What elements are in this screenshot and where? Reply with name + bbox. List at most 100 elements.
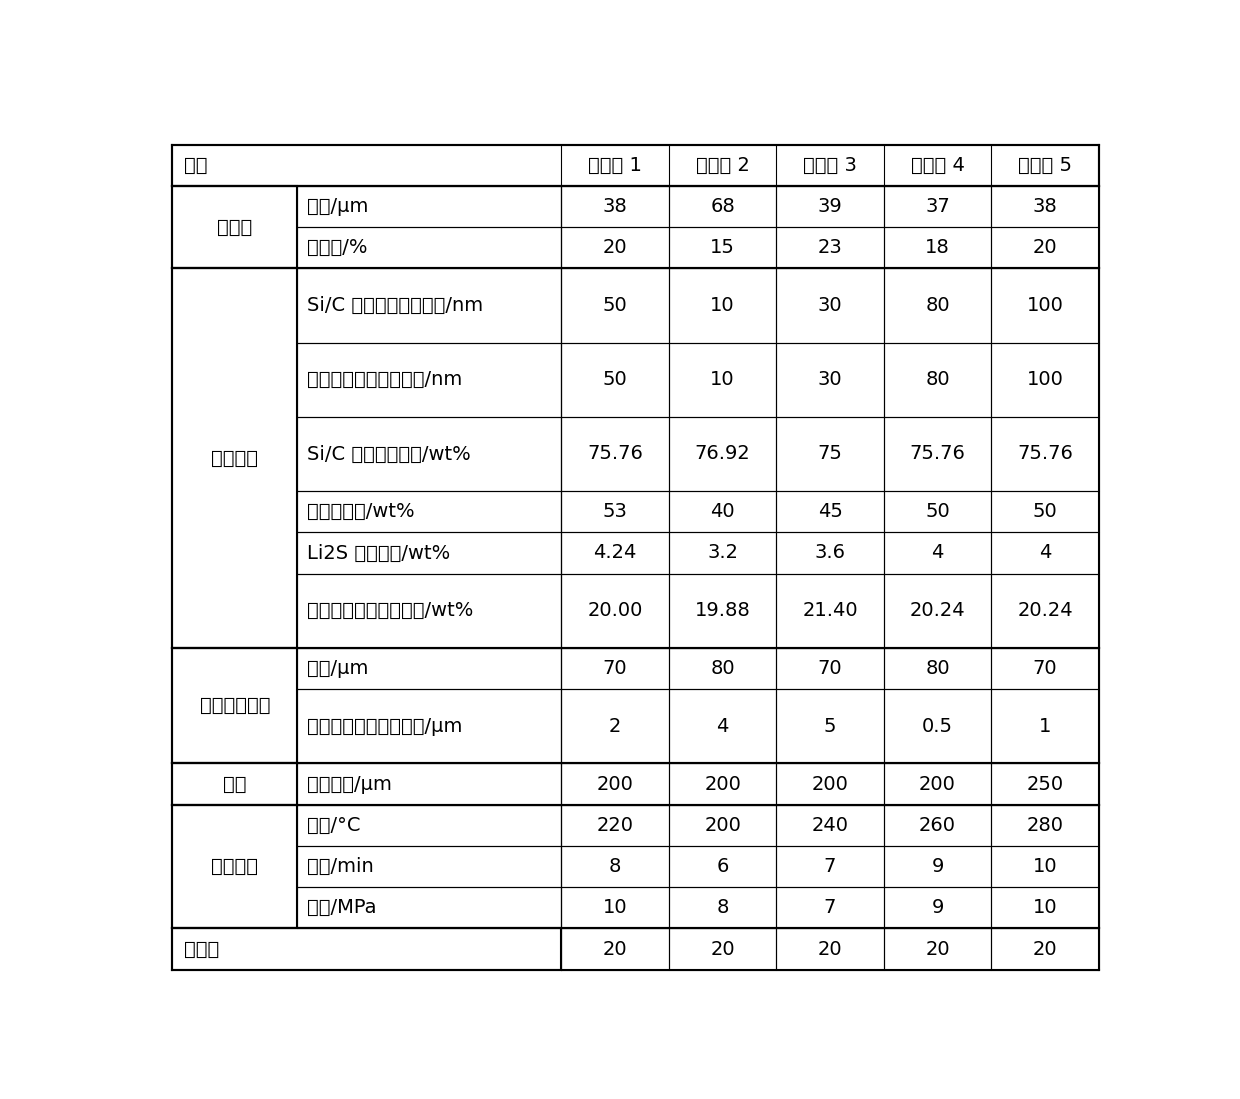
Text: 200: 200 [919, 775, 956, 793]
Bar [668, 532, 776, 574]
Bar [884, 417, 991, 491]
Bar [884, 532, 991, 574]
Bar [776, 648, 884, 689]
Bar [991, 764, 1099, 804]
Bar [562, 764, 668, 804]
Bar [172, 268, 298, 648]
Bar [668, 648, 776, 689]
Text: 9: 9 [931, 857, 944, 876]
Bar [991, 887, 1099, 929]
Text: 80: 80 [925, 296, 950, 315]
Text: 39: 39 [817, 197, 842, 217]
Bar [776, 764, 884, 804]
Text: 40: 40 [711, 502, 735, 521]
Text: 正极: 正极 [223, 775, 247, 793]
Text: 80: 80 [925, 370, 950, 389]
Text: 硅含量占比/wt%: 硅含量占比/wt% [308, 502, 414, 521]
Text: 4: 4 [717, 717, 729, 735]
Bar [991, 574, 1099, 648]
Bar [884, 887, 991, 929]
Bar [562, 846, 668, 887]
Bar [668, 268, 776, 343]
Bar [562, 574, 668, 648]
Bar [172, 186, 298, 268]
Text: 20: 20 [1033, 238, 1058, 257]
Text: 20: 20 [1033, 940, 1058, 958]
Bar [562, 689, 668, 764]
Text: 8: 8 [609, 857, 621, 876]
Bar [776, 227, 884, 268]
Text: 45: 45 [817, 502, 842, 521]
Text: 20: 20 [603, 238, 627, 257]
Bar [298, 648, 562, 689]
Text: 3.2: 3.2 [707, 544, 738, 563]
Bar [668, 343, 776, 417]
Text: 21.40: 21.40 [802, 601, 858, 620]
Text: 250: 250 [1027, 775, 1064, 793]
Text: 7: 7 [823, 857, 836, 876]
Bar [991, 532, 1099, 574]
Bar [172, 804, 298, 929]
Text: 正极厚度/μm: 正极厚度/μm [308, 775, 392, 793]
Text: 38: 38 [1033, 197, 1058, 217]
Text: 4.24: 4.24 [594, 544, 637, 563]
Bar [668, 764, 776, 804]
Text: 23: 23 [817, 238, 842, 257]
Bar [668, 689, 776, 764]
Text: 10: 10 [1033, 898, 1058, 918]
Bar [884, 846, 991, 887]
Bar [884, 648, 991, 689]
Bar [991, 417, 1099, 491]
Text: 200: 200 [812, 775, 848, 793]
Text: 20: 20 [711, 940, 735, 958]
Text: 8: 8 [717, 898, 729, 918]
Bar [991, 343, 1099, 417]
Bar [298, 574, 562, 648]
Bar [668, 417, 776, 491]
Text: 10: 10 [711, 370, 735, 389]
Text: 80: 80 [711, 659, 735, 678]
Text: 100: 100 [1027, 296, 1064, 315]
Bar [776, 532, 884, 574]
Text: 20: 20 [925, 940, 950, 958]
Bar [298, 764, 562, 804]
Bar [298, 804, 562, 846]
Text: 10: 10 [1033, 857, 1058, 876]
Bar [172, 929, 562, 969]
Bar [298, 227, 562, 268]
Bar [668, 491, 776, 532]
Bar [668, 887, 776, 929]
Bar [298, 689, 562, 764]
Bar [298, 417, 562, 491]
Text: 3.6: 3.6 [815, 544, 846, 563]
Text: 75.76: 75.76 [910, 444, 966, 464]
Text: 2: 2 [609, 717, 621, 735]
Text: 38: 38 [603, 197, 627, 217]
Bar [991, 929, 1099, 969]
Bar [298, 343, 562, 417]
Text: 温度/°C: 温度/°C [308, 815, 361, 835]
Text: 硫化物电解质粉粒占比/wt%: 硫化物电解质粉粒占比/wt% [308, 601, 474, 620]
Text: 200: 200 [596, 775, 634, 793]
Text: 50: 50 [603, 370, 627, 389]
Bar [562, 929, 668, 969]
Text: 20.24: 20.24 [1017, 601, 1073, 620]
Text: 参数: 参数 [184, 156, 207, 175]
Bar [776, 929, 884, 969]
Bar [668, 929, 776, 969]
Bar [668, 574, 776, 648]
Text: 70: 70 [603, 659, 627, 678]
Text: 50: 50 [925, 502, 950, 521]
Text: 10: 10 [711, 296, 735, 315]
Text: 19.88: 19.88 [694, 601, 750, 620]
Text: 76.92: 76.92 [694, 444, 750, 464]
Bar [991, 689, 1099, 764]
Text: 75: 75 [817, 444, 842, 464]
Text: 压力/MPa: 压力/MPa [308, 898, 377, 918]
Text: 固体电解质层: 固体电解质层 [200, 696, 270, 715]
Bar [668, 846, 776, 887]
Text: 厚度/μm: 厚度/μm [308, 197, 368, 217]
Bar [884, 227, 991, 268]
Text: 75.76: 75.76 [1017, 444, 1073, 464]
Text: 280: 280 [1027, 815, 1064, 835]
